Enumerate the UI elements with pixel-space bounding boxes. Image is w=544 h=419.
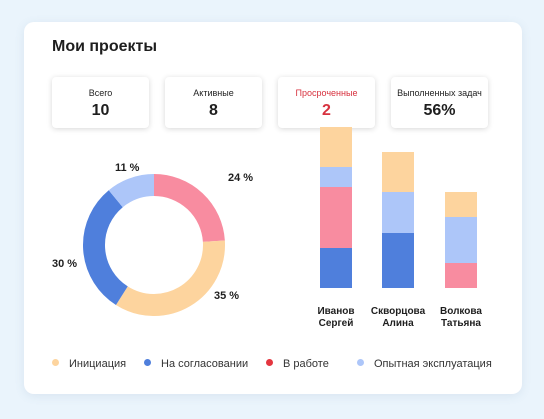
projects-card: Мои проекты Всего 10 Активные 8 Просроче… <box>24 22 522 394</box>
legend-in-work[interactable]: В работе <box>266 358 329 370</box>
stat-completed-value: 56% <box>423 102 456 119</box>
donut-segment-initiation[interactable] <box>115 240 225 316</box>
bar-name-volkova: Волкова Татьяна <box>421 306 501 330</box>
bar-name-ivanov: Иванов Сергей <box>296 306 376 330</box>
legend-approval-dot <box>144 359 151 366</box>
bar-name-line: Иванов <box>317 306 355 317</box>
stat-completed-tasks[interactable]: Выполненных задач 56% <box>391 77 488 128</box>
donut-segment-trial[interactable] <box>108 174 155 208</box>
legend-trial[interactable]: Опытная эксплуатация <box>357 358 492 370</box>
legend-approval[interactable]: На согласовании <box>144 358 248 370</box>
page-title: Мои проекты <box>52 38 157 55</box>
bar-name-line: Алина <box>382 318 414 329</box>
bar-segment-initiation[interactable] <box>382 151 414 193</box>
donut-label-initiation: 35 % <box>214 290 240 302</box>
legend-trial-dot <box>357 359 364 366</box>
donut-label-in-work: 24 % <box>228 172 254 184</box>
stat-overdue-value: 2 <box>322 102 331 119</box>
bar-segment-trial[interactable] <box>445 217 477 263</box>
legend-in-work-label: В работе <box>283 358 329 370</box>
bar-segment-trial[interactable] <box>382 192 414 233</box>
stat-active-label: Активные <box>193 88 234 98</box>
donut-label-approval: 30 % <box>52 258 78 270</box>
bar-segment-approval[interactable] <box>382 232 414 288</box>
bar-segment-approval[interactable] <box>320 247 352 288</box>
stat-active[interactable]: Активные 8 <box>165 77 262 128</box>
stat-active-value: 8 <box>209 102 218 119</box>
stat-completed-label: Выполненных задач <box>397 88 482 98</box>
legend-trial-label: Опытная эксплуатация <box>374 358 492 370</box>
legend-initiation[interactable]: Инициация <box>52 358 126 370</box>
donut-chart <box>83 174 225 316</box>
stat-total-label: Всего <box>88 88 113 98</box>
stat-total-value: 10 <box>91 102 110 119</box>
legend-approval-label: На согласовании <box>161 358 249 370</box>
legend-initiation-label: Инициация <box>69 358 127 370</box>
bar-segment-initiation[interactable] <box>320 126 352 168</box>
legend-in-work-dot <box>266 359 273 366</box>
bar-column-volkova[interactable] <box>445 162 477 288</box>
donut-segment-in-work[interactable] <box>153 174 225 243</box>
bar-name-line: Сергей <box>318 318 354 329</box>
bar-segment-in-work[interactable] <box>320 187 352 248</box>
legend: Инициация На согласовании В работе Опытн… <box>52 358 522 374</box>
stat-overdue[interactable]: Просроченные 2 <box>278 77 375 128</box>
bar-name-line: Скворцова <box>370 306 426 317</box>
bar-name-line: Татьяна <box>441 318 481 329</box>
bar-column-skvortsova[interactable] <box>382 151 414 288</box>
donut-label-trial: 11 % <box>115 162 140 174</box>
bar-column-ivanov[interactable] <box>320 126 352 288</box>
bar-segment-in-work[interactable] <box>445 262 477 288</box>
donut-segment-approval[interactable] <box>83 190 129 305</box>
bar-segment-initiation[interactable] <box>445 192 477 218</box>
legend-initiation-dot <box>52 359 59 366</box>
bar-name-skvortsova: Скворцова Алина <box>358 306 438 330</box>
stat-overdue-label: Просроченные <box>295 88 358 98</box>
bar-segment-trial[interactable] <box>320 167 352 188</box>
stat-total[interactable]: Всего 10 <box>52 77 149 128</box>
bar-name-line: Волкова <box>440 306 482 317</box>
